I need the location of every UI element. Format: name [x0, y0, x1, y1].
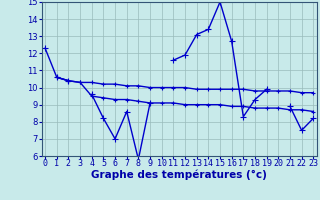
X-axis label: Graphe des températures (°c): Graphe des températures (°c) — [91, 169, 267, 180]
